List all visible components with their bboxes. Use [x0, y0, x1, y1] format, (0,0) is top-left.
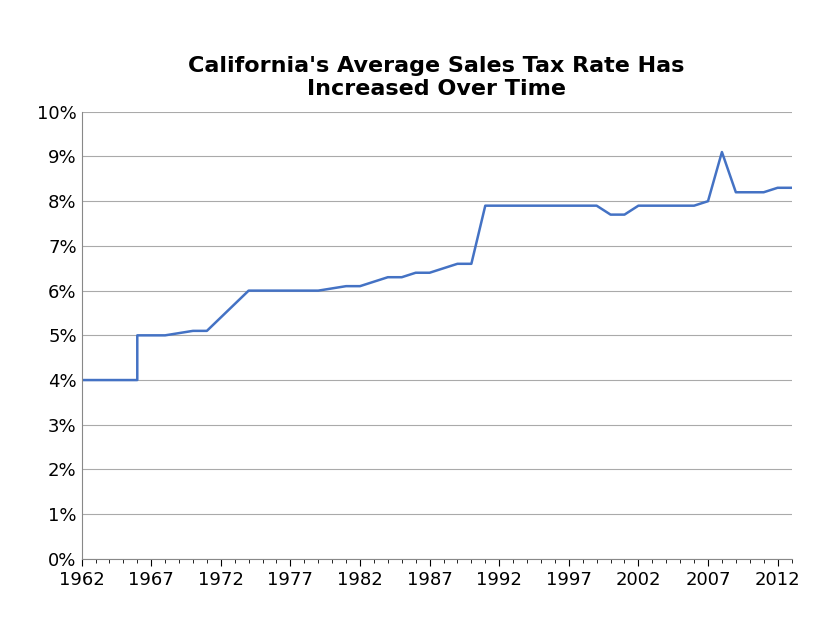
Title: California's Average Sales Tax Rate Has
Increased Over Time: California's Average Sales Tax Rate Has …	[188, 56, 685, 99]
